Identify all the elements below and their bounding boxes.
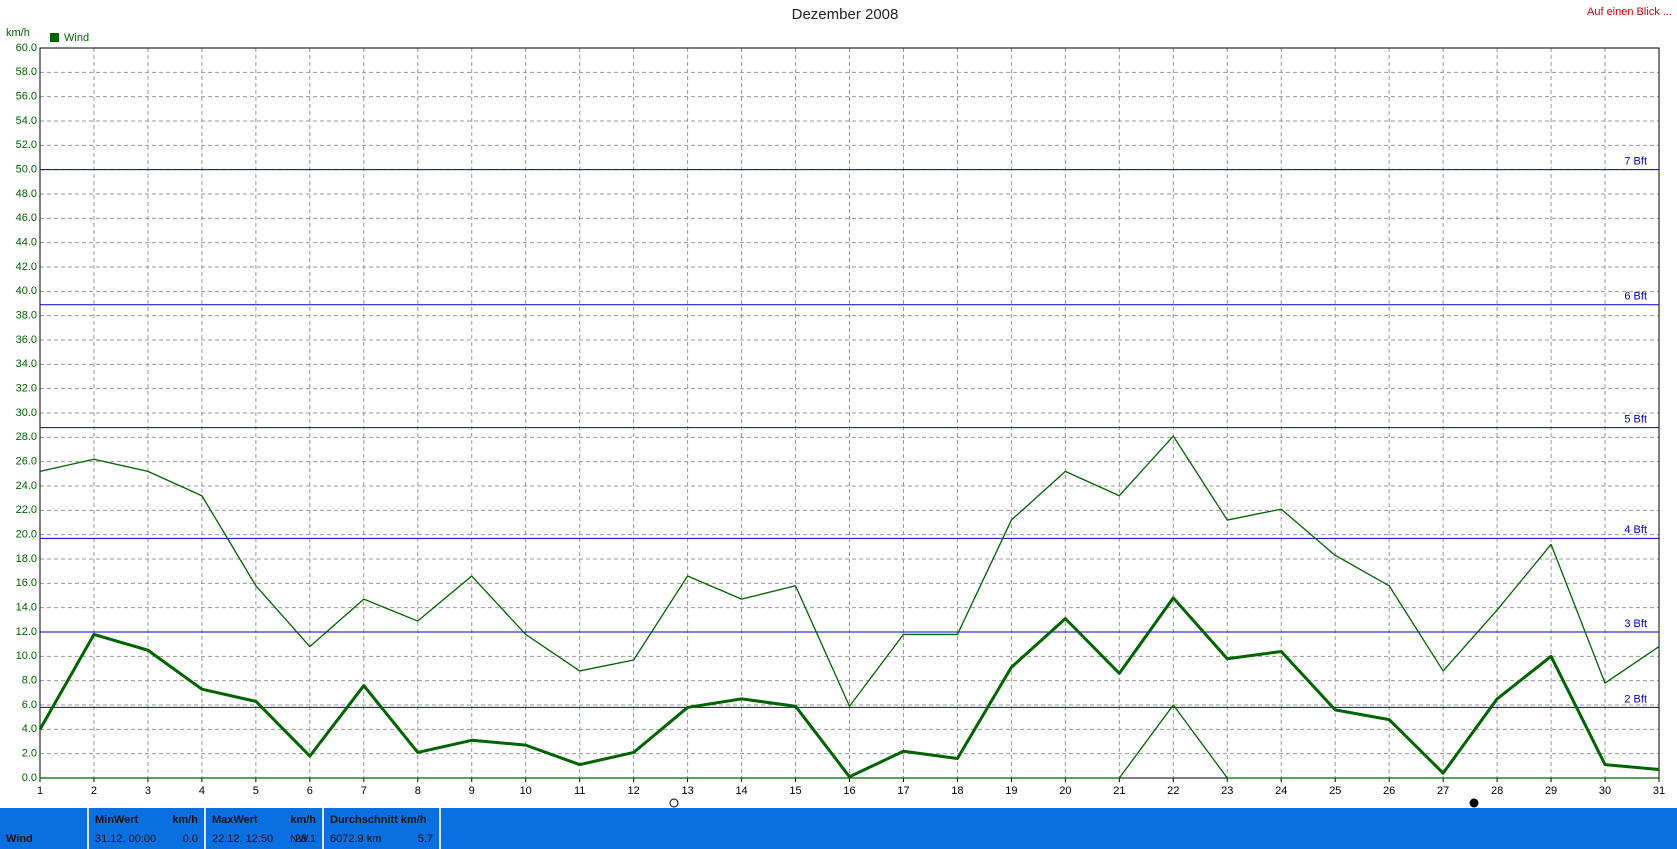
unit: km/h (172, 814, 198, 826)
moon-icon (1469, 798, 1479, 808)
x-tick-label: 15 (789, 785, 801, 797)
x-tick-label: 3 (145, 785, 151, 797)
row-label: Wind (6, 833, 33, 845)
summary-bar: Wind MinWert km/h 31.12. 00:00 0.0 MaxWe… (0, 808, 1677, 849)
y-tick-label: 28.0 (16, 431, 37, 443)
date: 31.12. 00:00 (95, 833, 157, 845)
x-tick-label: 28 (1491, 785, 1503, 797)
value: 5.7 (417, 833, 433, 845)
wind-line (39, 435, 1660, 707)
x-tick-label: 20 (1059, 785, 1071, 797)
x-tick-label: 14 (735, 785, 747, 797)
x-tick-label: 1 (37, 785, 43, 797)
x-tick-label: 30 (1599, 785, 1611, 797)
y-tick-label: 56.0 (16, 91, 37, 103)
x-tick-label: 8 (415, 785, 421, 797)
y-axis-label: km/h (6, 27, 30, 39)
y-tick-label: 54.0 (16, 115, 37, 127)
y-tick-label: 10.0 (16, 650, 37, 662)
y-tick-label: 58.0 (16, 66, 37, 78)
beaufort-label: 7 Bft (1624, 156, 1647, 168)
y-tick-label: 34.0 (16, 358, 37, 370)
x-tick-label: 4 (199, 785, 205, 797)
y-tick-label: 50.0 (16, 164, 37, 176)
y-tick-label: 24.0 (16, 480, 37, 492)
x-tick-label: 31 (1653, 785, 1665, 797)
header: MinWert (95, 814, 139, 826)
x-tick-label: 16 (843, 785, 855, 797)
x-tick-label: 13 (681, 785, 693, 797)
y-tick-label: 16.0 (16, 577, 37, 589)
value: 0.0 (182, 833, 198, 845)
x-tick-label: 19 (1005, 785, 1017, 797)
chart-title: Dezember 2008 (792, 6, 899, 23)
value: 28.1 (294, 833, 316, 845)
beaufort-label: 2 Bft (1624, 693, 1647, 705)
x-tick-label: 25 (1329, 785, 1341, 797)
legend-swatch (50, 33, 59, 42)
x-tick-label: 26 (1383, 785, 1395, 797)
y-tick-label: 60.0 (16, 42, 37, 54)
x-tick-label: 11 (574, 785, 585, 797)
x-tick-label: 21 (1113, 785, 1125, 797)
x-tick-label: 12 (628, 785, 640, 797)
x-tick-label: 17 (897, 785, 909, 797)
x-tick-label: 24 (1275, 785, 1287, 797)
y-tick-label: 8.0 (22, 675, 37, 687)
x-tick-label: 9 (469, 785, 475, 797)
summary-cell: Durchschnitt km/h 6072.9 km 5.7 (324, 808, 441, 849)
y-tick-label: 22.0 (16, 504, 37, 516)
x-tick-label: 2 (91, 785, 97, 797)
x-tick-label: 10 (520, 785, 532, 797)
header: Durchschnitt km/h (330, 814, 427, 826)
date: 22.12. 12:50 (212, 833, 274, 845)
summary-cell: Wind (0, 808, 89, 849)
y-tick-label: 26.0 (16, 456, 37, 468)
y-tick-label: 0.0 (22, 772, 37, 784)
moon-icon (669, 798, 679, 808)
beaufort-label: 6 Bft (1624, 291, 1647, 303)
y-tick-label: 48.0 (16, 188, 37, 200)
x-tick-label: 22 (1167, 785, 1179, 797)
summary-cell: MinWert km/h 31.12. 00:00 0.0 (89, 808, 206, 849)
y-tick-label: 42.0 (16, 261, 37, 273)
y-tick-label: 4.0 (22, 723, 37, 735)
direction: NW (290, 833, 309, 845)
y-tick-label: 40.0 (16, 285, 37, 297)
y-tick-label: 20.0 (16, 529, 37, 541)
x-tick-label: 23 (1221, 785, 1233, 797)
legend-label: Wind (64, 32, 89, 44)
y-tick-label: 30.0 (16, 407, 37, 419)
x-tick-label: 6 (307, 785, 313, 797)
x-tick-label: 5 (253, 785, 259, 797)
y-tick-label: 36.0 (16, 334, 37, 346)
distance: 6072.9 km (330, 833, 382, 845)
x-tick-label: 29 (1545, 785, 1557, 797)
chart: Dezember 2008 Auf einen Blick ... km/h W… (6, 6, 1672, 808)
beaufort-label: 4 Bft (1624, 524, 1647, 536)
y-tick-label: 38.0 (16, 310, 37, 322)
y-tick-label: 14.0 (16, 602, 37, 614)
y-tick-label: 2.0 (22, 748, 37, 760)
x-tick-label: 18 (951, 785, 963, 797)
beaufort-label: 3 Bft (1624, 618, 1647, 630)
unit: km/h (290, 814, 316, 826)
overview-link[interactable]: Auf einen Blick ... (1587, 6, 1672, 18)
wind-line (40, 704, 1659, 779)
x-tick-label: 7 (361, 785, 367, 797)
beaufort-label: 5 Bft (1624, 414, 1647, 426)
y-tick-label: 46.0 (16, 212, 37, 224)
y-tick-label: 18.0 (16, 553, 37, 565)
y-tick-label: 12.0 (16, 626, 37, 638)
y-tick-label: 6.0 (22, 699, 37, 711)
y-tick-label: 32.0 (16, 383, 37, 395)
x-tick-label: 27 (1437, 785, 1449, 797)
y-tick-label: 44.0 (16, 237, 37, 249)
summary-cell: MaxWert km/h 22.12. 12:50 NW 28.1 (206, 808, 324, 849)
wind-line (38, 596, 1660, 779)
y-tick-label: 52.0 (16, 139, 37, 151)
header: MaxWert (212, 814, 258, 826)
